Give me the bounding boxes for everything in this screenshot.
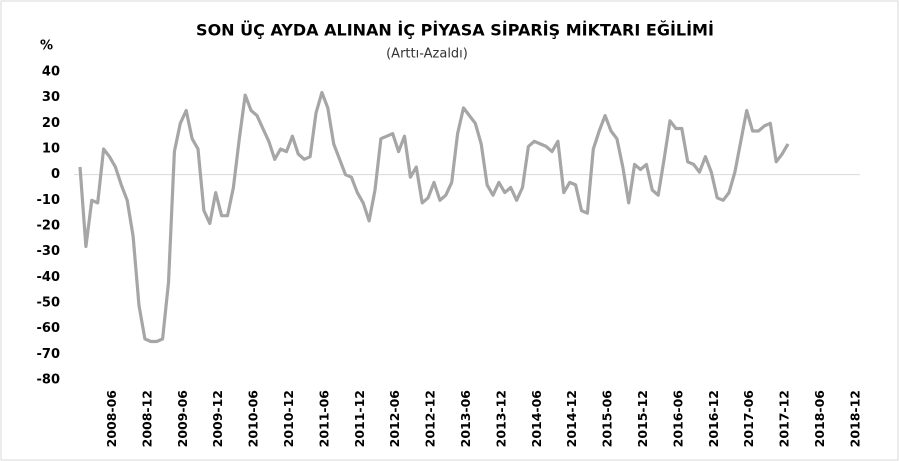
x-tick-label: 2009-12: [210, 390, 225, 447]
x-tick-label: 2010-06: [246, 390, 261, 448]
x-tick-label: 2013-12: [493, 390, 508, 447]
chart-title: SON ÜÇ AYDA ALINAN İÇ PİYASA SİPARİŞ MİK…: [196, 21, 714, 40]
x-tick-label: 2009-06: [175, 390, 190, 448]
y-tick-label: -50: [37, 296, 61, 311]
x-tick-label: 2014-12: [564, 390, 579, 447]
y-tick-label: -10: [37, 193, 61, 208]
x-tick-label: 2008-12: [139, 390, 154, 447]
chart-subtitle: (Arttı-Azaldı): [386, 47, 468, 62]
y-tick-label: 20: [42, 116, 60, 131]
x-tick-label: 2016-12: [706, 390, 721, 447]
x-tick-label: 2011-06: [316, 390, 331, 448]
x-tick-label: 2014-06: [529, 390, 544, 448]
x-tick-label: 2018-12: [847, 390, 862, 447]
x-tick-label: 2008-06: [104, 390, 119, 448]
data-line: [78, 90, 790, 344]
x-tick-label: 2012-12: [423, 390, 438, 447]
y-tick-label: -40: [37, 270, 61, 285]
y-tick-label: -20: [37, 219, 61, 234]
x-tick-label: 2012-06: [387, 390, 402, 448]
x-tick-label: 2015-12: [635, 390, 650, 447]
y-tick-label: 0: [51, 167, 60, 182]
y-tick-label: -60: [37, 321, 61, 336]
x-tick-label: 2011-12: [352, 390, 367, 447]
x-tick-label: 2015-06: [600, 390, 615, 448]
x-tick-label: 2018-06: [812, 390, 827, 448]
x-tick-label: 2017-06: [741, 390, 756, 448]
y-tick-label: 40: [42, 65, 60, 80]
x-tick-label: 2013-06: [458, 390, 473, 448]
y-tick-label: -80: [37, 373, 61, 388]
y-tick-label: 10: [42, 142, 60, 157]
x-tick-label: 2017-12: [777, 390, 792, 447]
x-tick-label: 2010-12: [281, 390, 296, 447]
y-tick-label: -70: [37, 347, 61, 362]
x-tick-label: 2016-06: [670, 390, 685, 448]
y-axis-label: %: [40, 39, 53, 54]
y-tick-label: 30: [42, 90, 60, 105]
y-tick-label: -30: [37, 244, 61, 259]
